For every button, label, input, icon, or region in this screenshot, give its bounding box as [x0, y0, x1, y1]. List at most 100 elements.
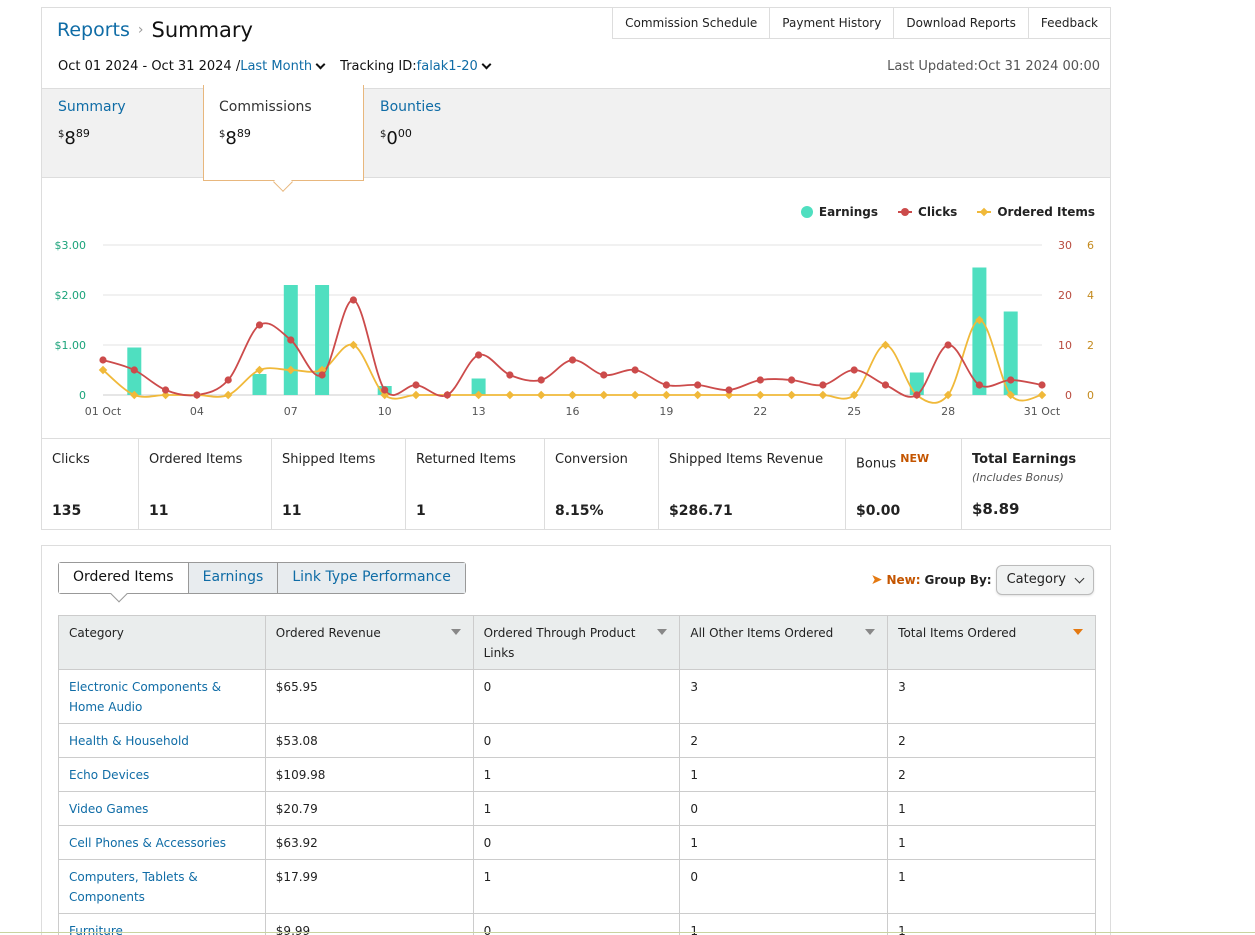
category-link[interactable]: Echo Devices	[58, 757, 266, 792]
table-cell: $109.98	[264, 757, 474, 792]
ordered-items-point	[286, 365, 296, 375]
clicks-point	[600, 371, 608, 379]
report-tabs: Ordered Items Earnings Link Type Perform…	[58, 562, 466, 603]
legend-earnings[interactable]: Earnings	[800, 205, 878, 219]
feedback-link[interactable]: Feedback	[1028, 7, 1111, 39]
summary-panel: Reports › Summary Commission Schedule Pa…	[41, 7, 1111, 530]
legend-clicks[interactable]: Clicks	[898, 205, 957, 219]
group-by-select[interactable]: Category	[995, 565, 1094, 595]
tab-earnings[interactable]: Earnings	[187, 563, 278, 593]
download-reports-link[interactable]: Download Reports	[894, 7, 1029, 39]
table-cell: $17.99	[264, 859, 474, 914]
active-tab-pointer	[110, 585, 128, 603]
breadcrumb-reports-link[interactable]: Reports	[57, 19, 130, 41]
tab-link-type-performance[interactable]: Link Type Performance	[277, 563, 465, 593]
tab-commissions[interactable]: Commissions $889	[203, 85, 364, 192]
ordered-items-point	[223, 390, 233, 400]
clicks-point	[130, 366, 138, 374]
ordered-items-point	[411, 390, 421, 400]
earnings-chart: $3.00 30 6$2.00 20 4$1.00 10 20 0 001 Oct 04 07 10 1…	[55, 239, 1095, 418]
legend-ordered-items[interactable]: Ordered Items	[977, 205, 1095, 219]
earnings-bar	[972, 267, 987, 395]
clicks-point	[443, 391, 451, 399]
sort-desc-icon[interactable]	[1073, 629, 1083, 635]
category-link[interactable]: Computers, Tablets & Components	[58, 859, 266, 914]
top-links: Commission Schedule Payment History Down…	[612, 7, 1111, 39]
clicks-point	[349, 296, 357, 304]
tab-ordered-items[interactable]: Ordered Items	[59, 563, 188, 603]
stat-clicks: Clicks 135	[42, 439, 139, 530]
new-badge: NEW	[900, 452, 930, 465]
stat-total-earnings: Total Earnings (Includes Bonus) $8.89	[972, 452, 1077, 518]
clicks-point	[756, 376, 764, 384]
col-ordered-revenue[interactable]: Ordered Revenue	[264, 615, 474, 670]
ordered-items-point	[630, 390, 640, 400]
clicks-point	[412, 381, 420, 389]
table-cell: 0	[472, 825, 681, 860]
table-row: Echo Devices $109.98 1 1 2	[58, 757, 1096, 792]
x-tick-label: 07	[284, 405, 298, 418]
col-ordered-through-links[interactable]: Ordered Through Product Links	[472, 615, 681, 670]
table-cell: $20.79	[264, 791, 474, 826]
table-cell: $53.08	[264, 723, 474, 758]
clicks-point	[475, 351, 483, 359]
tab-bounties[interactable]: Bounties $000	[380, 99, 441, 149]
table-cell: 0	[472, 913, 681, 935]
ordered-items-point	[505, 390, 515, 400]
x-tick-label: 13	[472, 405, 486, 418]
category-link[interactable]: Video Games	[58, 791, 266, 826]
tab-summary-amount: $889	[58, 127, 90, 149]
ordered-items-point	[474, 390, 483, 400]
stat-bonus: Bonus NEW $0.00	[846, 439, 962, 530]
table-header-row: Category Ordered Revenue Ordered Through…	[58, 615, 1096, 670]
col-category[interactable]: Category	[58, 615, 266, 670]
tab-commissions-label: Commissions	[219, 99, 312, 115]
table-cell: 0	[472, 669, 681, 724]
clicks-point	[631, 366, 639, 374]
sort-icon[interactable]	[865, 629, 876, 635]
ordered-items-point	[881, 340, 890, 350]
table-cell: 3	[679, 669, 889, 724]
tracking-id-dropdown[interactable]: falak1-20	[416, 59, 478, 74]
table-cell: 1	[679, 757, 889, 792]
y-right-items-tick-label: 0	[1087, 389, 1094, 402]
category-link[interactable]: Electronic Components & Home Audio	[58, 669, 266, 724]
table-cell: 1	[472, 859, 681, 914]
ordered-items-point	[756, 390, 765, 400]
x-tick-label: 16	[566, 405, 580, 418]
ordered-items-point	[98, 365, 108, 375]
x-tick-label: 31 Oct	[1024, 405, 1061, 418]
tab-bounties-amount: $000	[380, 127, 412, 149]
ordered-items-point	[849, 390, 859, 400]
tab-summary[interactable]: Summary $889	[58, 99, 126, 149]
clicks-point	[975, 381, 984, 389]
new-label: New:	[886, 573, 921, 587]
clicks-point	[913, 391, 921, 399]
table-row: Cell Phones & Accessories $63.92 0 1 1	[58, 825, 1096, 860]
earnings-bar	[471, 378, 486, 395]
clicks-point	[694, 381, 702, 389]
commission-schedule-link[interactable]: Commission Schedule	[612, 7, 771, 39]
table-cell: 0	[679, 859, 889, 914]
col-total-items[interactable]: Total Items Ordered	[887, 615, 1096, 670]
col-other-items[interactable]: All Other Items Ordered	[679, 615, 889, 670]
y-left-tick-label: $1.00	[55, 339, 87, 352]
y-right-clicks-tick-label: 30	[1058, 239, 1072, 252]
table-cell: 0	[679, 791, 889, 826]
chevron-down-icon[interactable]	[315, 59, 326, 70]
category-link[interactable]: Cell Phones & Accessories	[58, 825, 266, 860]
ordered-items-point	[943, 390, 953, 400]
table-cell: 1	[887, 825, 1096, 860]
y-right-clicks-tick-label: 20	[1058, 289, 1072, 302]
chevron-down-icon[interactable]	[481, 59, 492, 70]
tab-bounties-label: Bounties	[380, 99, 442, 115]
sort-icon[interactable]	[450, 629, 461, 635]
payment-history-link[interactable]: Payment History	[770, 7, 895, 39]
sort-icon[interactable]	[657, 629, 668, 635]
stat-shipped-revenue: Shipped Items Revenue $286.71	[659, 439, 846, 530]
category-link[interactable]: Health & Household	[58, 723, 266, 758]
clicks-point	[1007, 376, 1015, 384]
table-cell: $9.99	[264, 913, 474, 935]
date-preset-dropdown[interactable]: Last Month	[240, 59, 313, 74]
table-cell: 1	[887, 859, 1096, 914]
